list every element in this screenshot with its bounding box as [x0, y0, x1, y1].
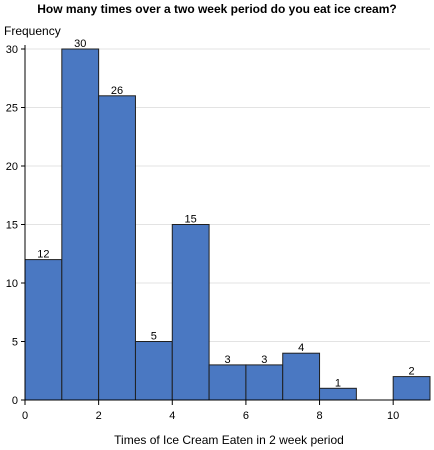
x-tick-label-0: 0	[22, 410, 28, 422]
bar-label-0: 12	[37, 249, 49, 261]
x-axis-title: Times of Ice Cream Eaten in 2 week perio…	[114, 433, 344, 447]
chart-title: How many times over a two week period do…	[37, 2, 397, 16]
bar-7	[282, 352, 321, 401]
bar-label-3: 5	[151, 331, 157, 343]
bar-6	[245, 364, 284, 401]
bar-label-1: 30	[74, 38, 86, 50]
bar-label-6: 3	[261, 354, 267, 366]
y-axis-title: Frequency	[4, 24, 61, 38]
bar-3	[134, 341, 173, 401]
bar-label-2: 26	[111, 85, 123, 97]
bar-label-5: 3	[224, 354, 230, 366]
x-tick-label-1: 2	[96, 410, 102, 422]
grid-lines	[25, 48, 430, 342]
x-tick-label-3: 6	[243, 410, 249, 422]
y-tick-label-1: 5	[12, 337, 18, 349]
bar-9	[392, 376, 431, 401]
bar-5	[208, 364, 247, 401]
bar-2	[98, 95, 136, 401]
x-tick-label-4: 8	[316, 410, 322, 422]
bar-label-8: 1	[335, 377, 341, 389]
y-tick-label-4: 20	[6, 161, 18, 173]
y-tick-label-6: 30	[6, 44, 18, 56]
y-tick-label-5: 25	[6, 103, 18, 115]
bar-label-4: 15	[185, 214, 197, 226]
bar-1	[61, 48, 100, 401]
y-tick-label-2: 10	[6, 278, 18, 290]
y-tick-label-0: 0	[12, 395, 18, 407]
bar-4	[171, 224, 210, 401]
y-tick-label-3: 15	[6, 220, 18, 232]
bar-8	[319, 387, 357, 401]
bar-label-9: 2	[409, 366, 415, 378]
bar-label-7: 4	[298, 342, 304, 354]
bar-0	[24, 259, 63, 401]
x-tick-label-5: 10	[387, 410, 399, 422]
x-tick-label-2: 4	[169, 410, 175, 422]
